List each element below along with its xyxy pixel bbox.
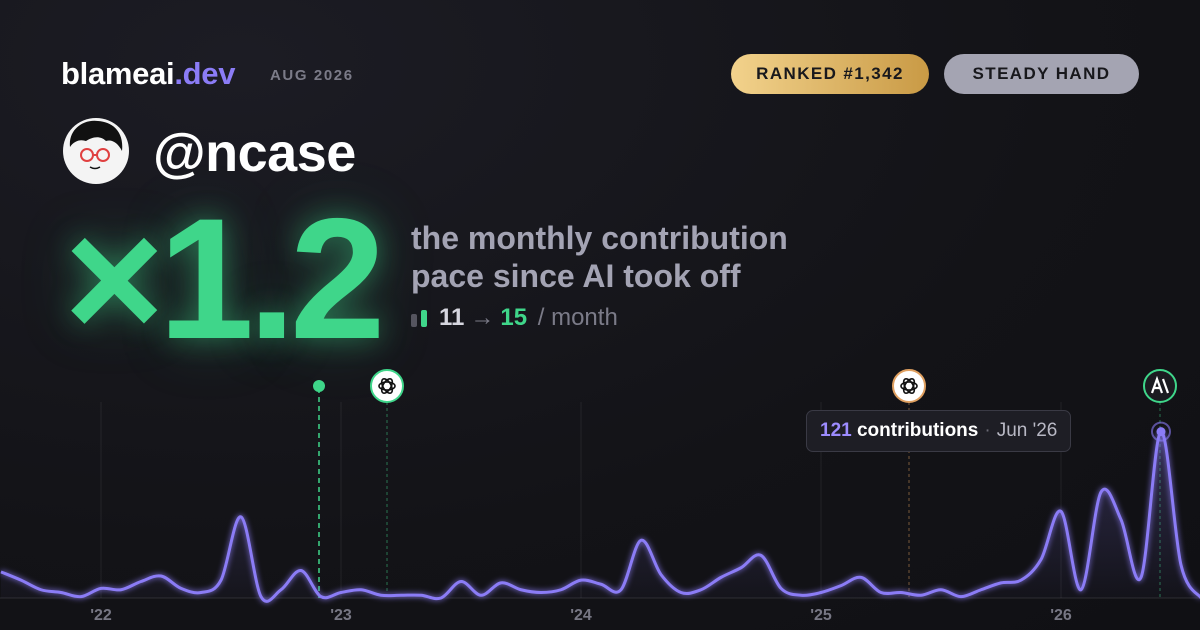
area [1,431,1200,602]
x-tick-label: '22 [90,607,112,624]
tooltip-x: Jun '26 [996,420,1058,441]
hover-point [1156,427,1166,437]
plot [0,421,1200,603]
description: pace since AI took off [411,258,741,294]
multiplier: ×1.2 [64,183,386,375]
tooltip-value: 121 [820,420,852,441]
pace: 11 → 15 / month [411,304,618,332]
brand: blameai.dev [61,56,236,92]
event-dot [313,380,325,392]
pace-before: 11 [439,304,465,331]
handle: @ncase [153,123,356,183]
line [0,430,1200,603]
tooltip: 121 contributions · Jun '26 [806,410,1072,452]
x-tick-label: '24 [570,607,592,624]
brand-tld: .dev [174,56,236,91]
x-tick-label: '23 [330,607,352,624]
x-tick-label: '26 [1050,607,1072,624]
style-badge: STEADY HAND [944,54,1139,94]
anthropic-icon [1143,369,1177,403]
pace-arrow: → [470,304,495,331]
openai-icon [892,369,926,403]
rank-badge: RANKED #1,342 [731,54,929,94]
avatar [63,118,129,184]
date: AUG 2026 [270,67,354,84]
pace-unit: / month [537,304,618,331]
brand-name: blameai [61,56,175,91]
pace-after: 15 [500,304,528,331]
hover-ring [1151,421,1171,442]
pace-icon [411,309,427,327]
x-tick-label: '25 [810,607,832,624]
description: the monthly contribution [411,220,788,256]
openai-icon [370,369,404,403]
tooltip-series: contributions [856,420,979,441]
